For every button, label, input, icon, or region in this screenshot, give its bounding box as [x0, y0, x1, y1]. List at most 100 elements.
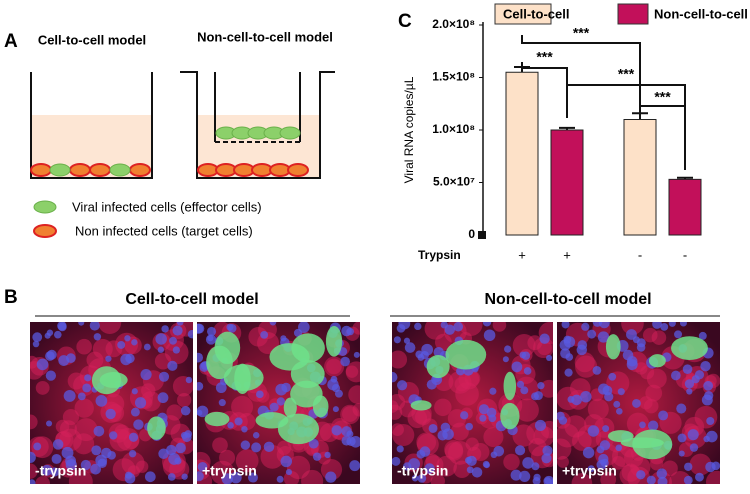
image-label: -trypsin — [397, 463, 448, 479]
nucleus — [175, 442, 186, 454]
nucleus — [78, 322, 85, 326]
model-title: Non-cell-to-cell model — [197, 29, 333, 44]
cell — [286, 455, 311, 480]
nucleus — [131, 339, 138, 346]
nucleus — [592, 366, 602, 375]
nucleus — [684, 379, 695, 389]
nucleus — [437, 430, 448, 441]
nucleus — [393, 336, 401, 344]
infected-cell — [283, 397, 297, 418]
nucleus — [539, 333, 550, 344]
infected-cell — [426, 354, 450, 379]
nucleus — [411, 474, 419, 482]
effector-cell — [279, 126, 301, 140]
group-title: Non-cell-to-cell model — [484, 291, 651, 308]
nucleus — [678, 450, 685, 457]
nucleus — [312, 452, 322, 461]
nucleus — [197, 352, 204, 363]
nucleus — [331, 425, 342, 436]
y-tick-label: 5.0×10⁷ — [433, 175, 475, 189]
nucleus — [598, 383, 610, 395]
infected-cell — [671, 336, 708, 361]
nucleus — [466, 466, 474, 474]
infected-cell — [204, 411, 230, 427]
nucleus — [230, 471, 242, 484]
nucleus — [543, 475, 553, 484]
nucleus — [260, 330, 269, 339]
nucleus — [167, 473, 176, 481]
nucleus — [486, 407, 497, 418]
cell — [212, 437, 228, 454]
nucleus — [117, 340, 126, 349]
nucleus — [130, 407, 140, 417]
nucleus — [128, 432, 139, 442]
nucleus — [155, 333, 167, 345]
significance-label: *** — [618, 66, 635, 82]
nucleus — [36, 358, 49, 371]
nucleus — [41, 464, 53, 476]
cell — [392, 350, 408, 369]
nucleus — [417, 474, 427, 483]
nucleus — [251, 442, 262, 453]
nucleus — [541, 453, 552, 464]
nucleus — [396, 445, 404, 453]
nucleus — [33, 442, 42, 451]
nucleus — [564, 368, 573, 377]
nucleus — [184, 430, 193, 438]
nucleus — [460, 411, 469, 420]
nucleus — [691, 375, 700, 384]
nucleus — [53, 330, 62, 339]
cell — [640, 365, 655, 380]
nucleus — [682, 364, 693, 374]
image-content — [557, 322, 720, 484]
cell — [600, 471, 617, 484]
nucleus — [580, 391, 592, 403]
nucleus — [479, 414, 487, 422]
infected-cell — [325, 326, 343, 357]
nucleus — [240, 440, 251, 450]
infected-cell — [147, 416, 166, 440]
nucleus — [105, 408, 116, 420]
cell — [407, 408, 428, 429]
nucleus — [91, 445, 102, 456]
nucleus — [679, 322, 687, 327]
nucleus — [185, 376, 193, 384]
cell — [352, 402, 360, 417]
nucleus — [684, 462, 693, 471]
nucleus — [465, 422, 473, 431]
nucleus — [622, 349, 634, 361]
cell — [574, 352, 595, 373]
nucleus — [45, 370, 57, 381]
nucleus — [197, 462, 208, 472]
y-tick-label: 0 — [468, 227, 475, 241]
nucleus — [658, 410, 669, 421]
nucleus — [218, 399, 226, 407]
nucleus — [511, 361, 523, 373]
nucleus — [587, 465, 595, 473]
cell — [642, 327, 658, 343]
micrograph: -trypsin — [392, 322, 553, 484]
legend-icon — [33, 200, 57, 214]
cell — [454, 376, 470, 392]
cell — [621, 322, 644, 335]
nucleus — [519, 470, 531, 482]
target-cell — [287, 163, 309, 177]
nucleus — [706, 416, 715, 426]
infected-cell — [503, 371, 517, 401]
infected-cell — [500, 402, 520, 430]
nucleus — [532, 477, 541, 484]
nucleus — [522, 457, 534, 469]
cell — [76, 338, 92, 355]
nucleus — [483, 329, 496, 342]
bar — [550, 129, 584, 236]
nucleus — [349, 460, 360, 472]
nucleus — [537, 382, 545, 390]
legend-label: Cell-to-cell — [503, 6, 569, 21]
nucleus — [334, 389, 343, 398]
significance-label: *** — [573, 25, 590, 41]
nucleus — [392, 456, 401, 466]
nucleus — [161, 325, 169, 333]
nucleus — [247, 472, 258, 483]
nucleus — [93, 333, 102, 341]
